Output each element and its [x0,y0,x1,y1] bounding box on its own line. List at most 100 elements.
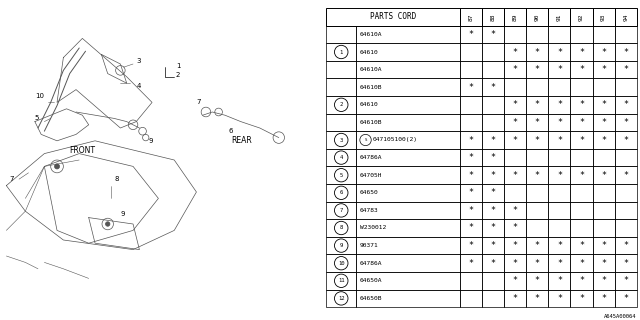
Bar [482,149,504,166]
Text: *: * [491,30,495,39]
Bar [326,131,356,149]
Bar [548,202,570,219]
Text: 92: 92 [579,13,584,20]
Bar [593,114,614,131]
Bar [570,114,593,131]
Bar [570,26,593,43]
Bar [356,254,460,272]
Bar [614,219,637,237]
Text: *: * [491,135,495,145]
Text: *: * [601,135,606,145]
Bar [548,96,570,114]
Bar [326,149,356,166]
Bar [593,237,614,254]
Text: 88: 88 [491,13,495,20]
Text: 7: 7 [340,208,343,213]
Text: *: * [623,241,628,250]
Bar [570,184,593,202]
Bar [614,166,637,184]
Text: 89: 89 [513,13,518,20]
Text: *: * [535,294,540,303]
Text: *: * [535,171,540,180]
Bar [526,184,548,202]
Text: *: * [513,47,518,57]
Bar [482,254,504,272]
Text: *: * [601,259,606,268]
Text: 4: 4 [340,155,343,160]
Bar [460,8,482,26]
Bar [326,202,356,219]
Text: *: * [535,241,540,250]
Bar [482,8,504,26]
Bar [593,272,614,290]
Bar [614,8,637,26]
Bar [482,131,504,149]
Text: *: * [513,241,518,250]
Bar [356,43,460,61]
Text: W230012: W230012 [360,226,386,230]
Bar [460,61,482,78]
Text: *: * [491,83,495,92]
Text: 64610B: 64610B [360,120,382,125]
Bar [593,61,614,78]
Text: *: * [623,276,628,285]
Text: *: * [579,118,584,127]
Bar [614,184,637,202]
Bar [326,8,460,26]
Text: *: * [601,241,606,250]
Bar [482,219,504,237]
Text: *: * [623,118,628,127]
Text: 3: 3 [136,58,141,64]
Bar [460,290,482,307]
Text: *: * [513,294,518,303]
Text: 64610A: 64610A [360,67,382,72]
Bar [326,184,356,202]
Text: *: * [557,259,562,268]
Bar [504,26,526,43]
Text: 64705H: 64705H [360,173,382,178]
Bar [593,219,614,237]
Bar [570,131,593,149]
Bar [356,219,460,237]
Text: *: * [468,83,474,92]
Text: *: * [491,153,495,162]
Bar [460,78,482,96]
Bar [482,290,504,307]
Bar [570,290,593,307]
Bar [460,184,482,202]
Bar [460,96,482,114]
Text: *: * [468,153,474,162]
Bar [570,96,593,114]
Text: A645A00064: A645A00064 [604,314,637,319]
Bar [614,254,637,272]
Bar [526,43,548,61]
Bar [504,184,526,202]
Bar [548,8,570,26]
Text: 64650A: 64650A [360,278,382,283]
Text: *: * [468,135,474,145]
Bar [570,78,593,96]
Text: *: * [623,65,628,74]
Circle shape [106,222,110,226]
Bar [614,26,637,43]
Text: *: * [579,100,584,109]
Text: 10: 10 [338,261,344,266]
Text: *: * [513,100,518,109]
Circle shape [54,164,60,169]
Bar [614,43,637,61]
Text: *: * [535,276,540,285]
Bar [548,43,570,61]
Text: PARTS CORD: PARTS CORD [370,12,417,21]
Bar [460,166,482,184]
Text: 7: 7 [10,176,14,182]
Bar [504,149,526,166]
Text: *: * [468,241,474,250]
Text: 8: 8 [340,226,343,230]
Text: 2: 2 [340,102,343,107]
Bar [356,149,460,166]
Text: *: * [513,276,518,285]
Text: 93: 93 [601,13,606,20]
Text: 9: 9 [120,212,125,217]
Text: *: * [513,223,518,233]
Text: *: * [491,171,495,180]
